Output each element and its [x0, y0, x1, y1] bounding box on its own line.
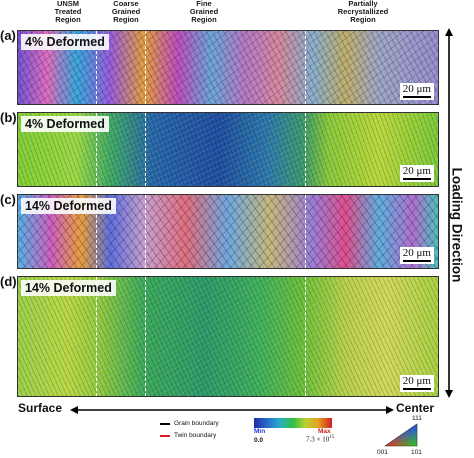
boundary-line-3 [305, 113, 306, 186]
twin-boundary-swatch [160, 435, 170, 437]
boundary-line-2 [145, 113, 146, 186]
header-fine-region: Fine Grained Region [189, 0, 219, 24]
panel-a: 4% Deformed 20 μm [17, 30, 439, 105]
boundary-line-1 [96, 277, 97, 396]
boundary-line-2 [145, 277, 146, 396]
boundary-line-2 [145, 195, 146, 268]
loading-direction-label: Loading Direction [449, 167, 465, 283]
grain-boundary-legend: Grain boundary [160, 419, 245, 428]
grain-boundary-label: Grain boundary [174, 420, 219, 427]
boundary-line-1 [96, 113, 97, 186]
boundary-line-1 [96, 195, 97, 268]
kam-color-bar [254, 418, 332, 428]
grain-boundary-swatch [160, 423, 170, 425]
surface-center-arrow [70, 406, 394, 414]
header-coarse-region: Coarse Grained Region [111, 0, 141, 24]
panel-label-a: 4% Deformed [21, 34, 109, 50]
surface-label: Surface [18, 401, 63, 415]
boundary-line-3 [305, 277, 306, 396]
panel-label-c: 14% Deformed [21, 198, 116, 214]
boundary-line-3 [305, 195, 306, 268]
ipf-101-label: 101 [411, 449, 422, 456]
colorbar-max-value: 7.3 × 1015 [306, 435, 335, 444]
twin-boundary-legend: Twin boundary [160, 431, 245, 440]
colorbar-min-value: 0.0 [254, 437, 264, 444]
header-unsm-region: UNSM Treated Region [54, 0, 82, 24]
panel-c: 14% Deformed 20 μm [17, 194, 439, 269]
boundary-line-2 [145, 31, 146, 104]
panel-b: 4% Deformed 20 μm [17, 112, 439, 187]
panel-letter-d: (d) [0, 274, 17, 289]
panel-letter-a: (a) [0, 28, 16, 43]
ipf-triangle [384, 423, 418, 447]
scale-bar-c: 20 μm [399, 247, 434, 264]
panel-letter-b: (b) [0, 110, 17, 125]
scale-bar-b: 20 μm [399, 165, 434, 182]
scale-bar-d: 20 μm [399, 375, 434, 392]
boundary-line-3 [305, 31, 306, 104]
boundary-line-1 [96, 31, 97, 104]
center-label: Center [396, 401, 435, 415]
panel-label-d: 14% Deformed [21, 280, 116, 296]
colorbar-min-label: Min [254, 428, 266, 435]
ipf-001-label: 001 [377, 449, 388, 456]
colorbar-max-label: Max [318, 428, 331, 435]
ipf-111-label: 111 [412, 415, 422, 422]
panel-d: 14% Deformed 20 μm [17, 276, 439, 397]
scale-bar-a: 20 μm [399, 83, 434, 100]
panel-letter-c: (c) [0, 192, 16, 207]
header-recrystallized-region: Partially Recrystallized Region [337, 0, 389, 24]
panel-label-b: 4% Deformed [21, 116, 109, 132]
twin-boundary-label: Twin boundary [174, 432, 217, 439]
loading-direction-arrow [445, 28, 453, 398]
kam-map-d [18, 277, 438, 396]
